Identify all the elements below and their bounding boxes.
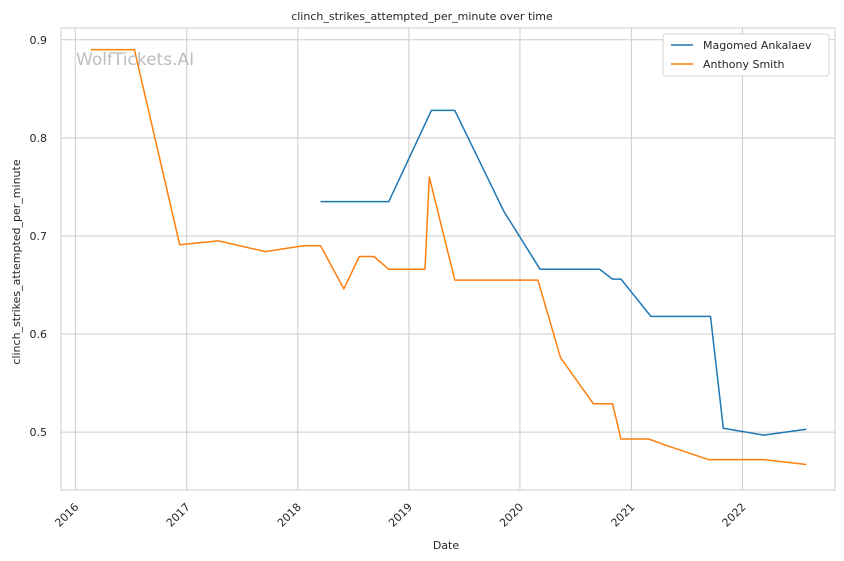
legend: Magomed Ankalaev Anthony Smith — [662, 33, 830, 77]
y-tick-label: 0.7 — [30, 230, 48, 243]
x-gridlines — [74, 28, 743, 490]
y-tick-label: 0.5 — [30, 426, 48, 439]
legend-box — [662, 33, 830, 77]
x-axis-title: Date — [433, 539, 460, 552]
legend-label-magomed-ankalaev: Magomed Ankalaev — [703, 39, 812, 52]
series-layer — [90, 48, 807, 466]
watermark: WolfTickets.AI — [76, 50, 194, 70]
plot-frame — [60, 27, 836, 491]
y-tick-label: 0.9 — [30, 34, 48, 47]
y-tick-label: 0.8 — [30, 132, 48, 145]
chart-title: clinch_strikes_attempted_per_minute over… — [291, 10, 553, 23]
legend-label-anthony-smith: Anthony Smith — [703, 58, 785, 71]
y-axis-title: clinch_strikes_attempted_per_minute — [10, 159, 23, 364]
series-line-anthony-smith — [90, 48, 807, 466]
y-axis-ticks: 0.5 0.6 0.7 0.8 0.9 — [30, 34, 48, 439]
y-tick-label: 0.6 — [30, 328, 48, 341]
series-line-magomed-ankalaev — [320, 109, 807, 436]
